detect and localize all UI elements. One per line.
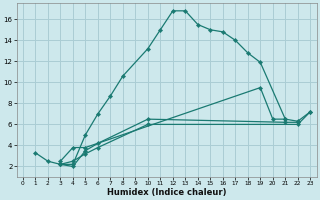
X-axis label: Humidex (Indice chaleur): Humidex (Indice chaleur) <box>107 188 226 197</box>
